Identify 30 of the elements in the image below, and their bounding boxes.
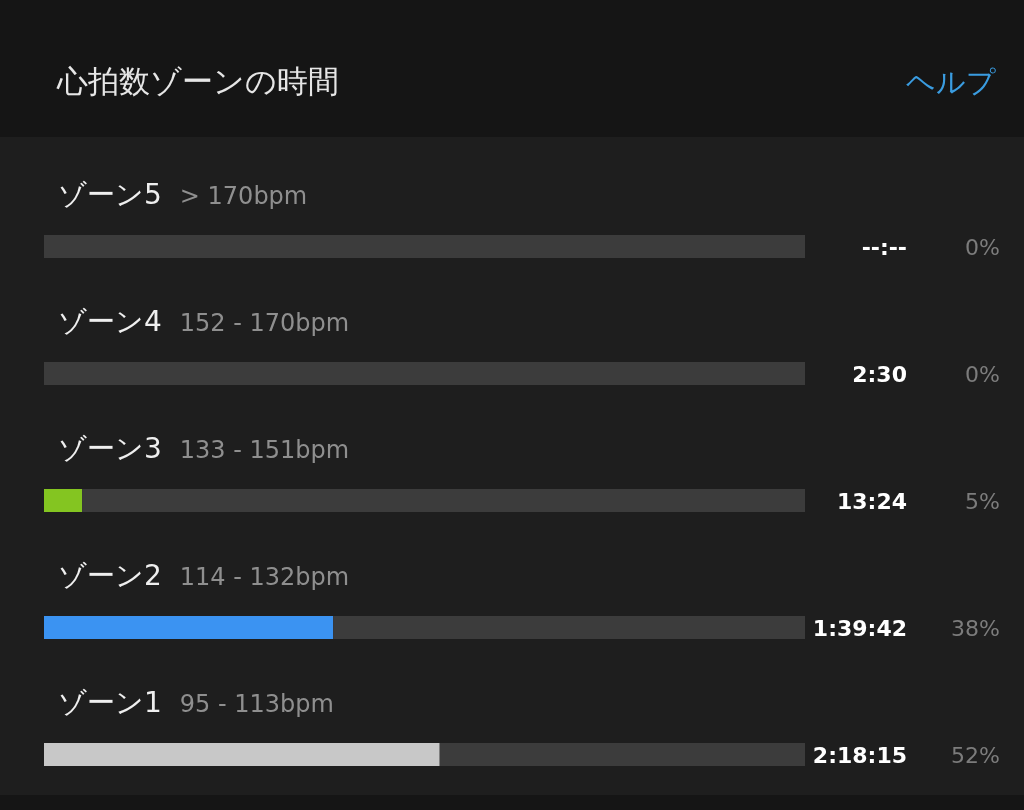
annotation: 114 - 132bpm — [179, 563, 350, 591]
bar — [44, 235, 805, 258]
bar — [82, 489, 805, 512]
bar — [44, 362, 805, 385]
annotation: 95 - 113bpm — [179, 690, 334, 718]
text: 2:30 — [852, 362, 907, 387]
y-tick-label: ゾーン1 — [58, 686, 162, 719]
y-tick-label: ゾーン4 — [58, 305, 162, 338]
bar — [44, 616, 334, 639]
y-tick-label: ゾーン3 — [58, 432, 162, 465]
text: ヘルプ — [906, 65, 996, 99]
data-label: 0% — [965, 362, 1000, 387]
data-label: 52% — [951, 743, 1000, 768]
data-label: 0% — [965, 235, 1000, 260]
data-label: 38% — [951, 616, 1000, 641]
y-tick-label: ゾーン5 — [58, 178, 162, 211]
text: 13:24 — [836, 489, 907, 514]
bar — [333, 616, 805, 639]
y-tick-label: ゾーン2 — [58, 559, 162, 592]
text: --:-- — [861, 235, 907, 260]
bar — [44, 489, 83, 512]
text: 1:39:42 — [812, 616, 907, 641]
bar — [439, 743, 805, 766]
bar — [44, 743, 440, 766]
annotation: > 170bpm — [179, 182, 308, 210]
data-label: 5% — [965, 489, 1000, 514]
annotation: 152 - 170bpm — [179, 309, 350, 337]
chart-title: 心拍数ゾーンの時間 — [56, 63, 339, 99]
annotation: 133 - 151bpm — [179, 436, 350, 464]
text: 2:18:15 — [812, 743, 907, 768]
